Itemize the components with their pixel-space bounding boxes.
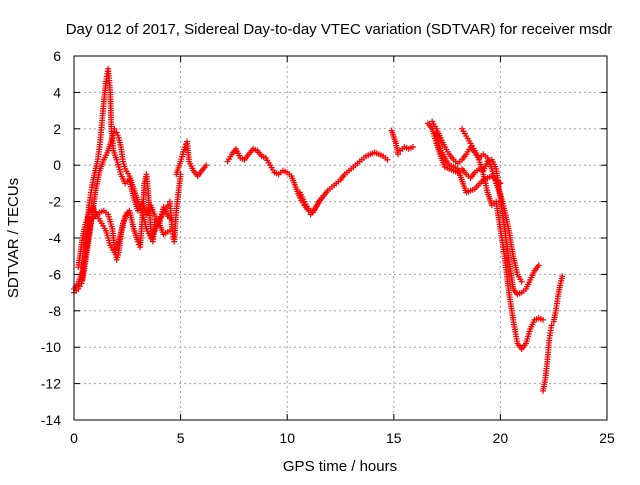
y-tick-label: -2 <box>49 194 62 210</box>
data-point <box>497 180 504 187</box>
chart-title: Day 012 of 2017, Sidereal Day-to-day VTE… <box>66 21 613 38</box>
x-tick-label: 10 <box>279 430 295 446</box>
y-tick-label: 0 <box>53 157 61 173</box>
x-tick-label: 5 <box>177 430 185 446</box>
data-point <box>384 156 391 163</box>
data-point <box>318 194 325 201</box>
grid-layer <box>74 56 607 420</box>
y-axis-label: SDTVAR / TECUs <box>5 178 22 298</box>
x-tick-label: 20 <box>493 430 509 446</box>
y-tick-label: -14 <box>41 412 61 428</box>
y-tick-label: -6 <box>49 266 62 282</box>
data-point <box>559 273 566 280</box>
data-point <box>540 316 547 323</box>
data-point <box>518 278 525 285</box>
x-tick-label: 15 <box>386 430 402 446</box>
x-tick-label: 0 <box>70 430 78 446</box>
data-point <box>113 129 120 136</box>
data-layer <box>71 65 566 394</box>
y-tick-label: 2 <box>53 121 61 137</box>
data-point <box>114 132 121 139</box>
data-point <box>548 322 555 329</box>
y-tick-label: -12 <box>41 376 61 392</box>
data-point <box>535 262 542 269</box>
data-point <box>124 209 131 216</box>
data-point <box>409 144 416 150</box>
x-tick-label: 25 <box>599 430 615 446</box>
data-point <box>203 162 210 169</box>
y-tick-label: -4 <box>49 230 62 246</box>
y-tick-label: -8 <box>49 303 62 319</box>
data-point <box>111 125 118 132</box>
y-tick-label: -10 <box>41 339 61 355</box>
data-point <box>395 151 402 158</box>
data-point <box>181 144 188 150</box>
y-tick-label: 4 <box>53 84 61 100</box>
y-tick-label: 6 <box>53 48 61 64</box>
tick-layer: 0 5 10 15 20 25 -14 -12 -10 -8 -6 -4 -2 0 2 4 6 <box>41 48 615 446</box>
x-axis-label: GPS time / hours <box>283 458 397 475</box>
